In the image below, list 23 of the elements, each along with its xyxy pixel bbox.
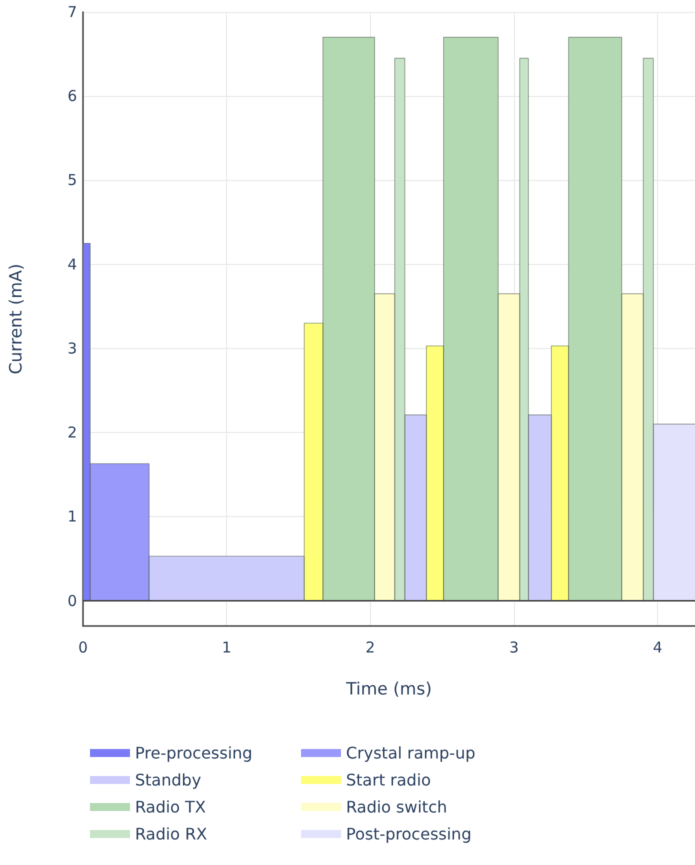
- y-tick-label: 3: [67, 339, 77, 358]
- legend-label: Radio RX: [135, 824, 208, 844]
- x-tick-label: 3: [509, 638, 519, 656]
- x-tick-label: 0: [78, 638, 88, 656]
- y-tick-label: 4: [67, 255, 77, 274]
- y-tick-label: 7: [67, 3, 77, 21]
- y-tick-label: 2: [67, 424, 77, 442]
- legend-label: Radio switch: [346, 798, 448, 816]
- y-tick-label: 6: [67, 87, 77, 106]
- x-axis-title: Time (ms): [345, 680, 432, 700]
- legend-label: Standby: [135, 770, 202, 790]
- legend-label: Post-processing: [346, 824, 472, 844]
- x-tick-label: 4: [652, 638, 662, 656]
- legend-label: Pre-processing: [135, 744, 252, 762]
- x-tick-label: 1: [222, 638, 232, 656]
- legend-label: Start radio: [346, 770, 431, 790]
- y-tick-label: 5: [67, 171, 77, 190]
- y-tick-label: 0: [67, 592, 77, 610]
- legend-label: Crystal ramp-up: [346, 744, 476, 762]
- y-axis-title: Current (mA): [6, 264, 26, 374]
- y-tick-label: 1: [67, 508, 77, 526]
- x-tick-label: 2: [366, 638, 376, 656]
- legend-label: Radio TX: [135, 798, 206, 816]
